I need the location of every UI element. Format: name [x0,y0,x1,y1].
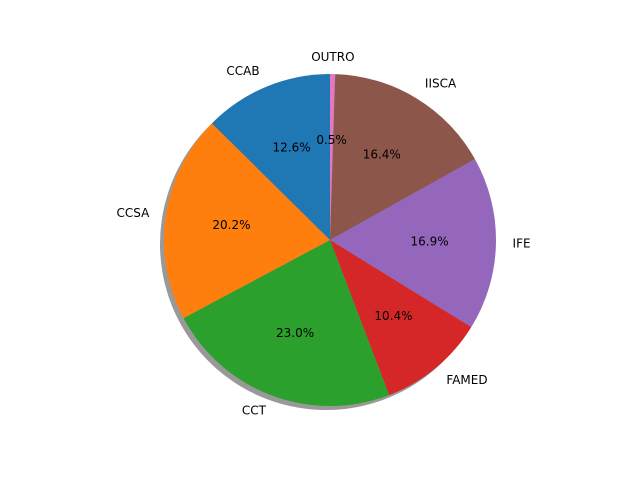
pct-label-cct: 23.0% [276,326,314,340]
pct-label-ccab: 12.6% [273,141,311,155]
label-iisca: IISCA [425,77,457,91]
slice-cct [183,240,390,406]
slice-famed [330,240,472,396]
label-famed: FAMED [446,373,487,387]
label-ccsa: CCSA [116,206,150,220]
pct-label-outro: 0.5% [316,133,347,147]
pct-label-famed: 10.4% [374,309,412,323]
slice-iisca [330,74,475,240]
slice-outro [330,74,336,240]
label-cct: CCT [242,404,267,418]
label-outro: OUTRO [311,50,354,64]
slice-ccab [211,74,330,240]
pct-label-iisca: 16.4% [363,147,401,161]
pct-label-ife: 16.9% [411,235,449,249]
slice-ife [330,159,496,328]
pct-label-ccsa: 20.2% [212,218,250,232]
slice-ccsa [163,123,330,319]
pie-slices [163,74,496,406]
label-ccab: CCAB [226,64,259,78]
label-ife: IFE [513,237,531,251]
pie-labels: OUTRO 0.5% IISCA 16.4% IFE 16.9% FAMED 10.4% CCT… [116,50,530,418]
